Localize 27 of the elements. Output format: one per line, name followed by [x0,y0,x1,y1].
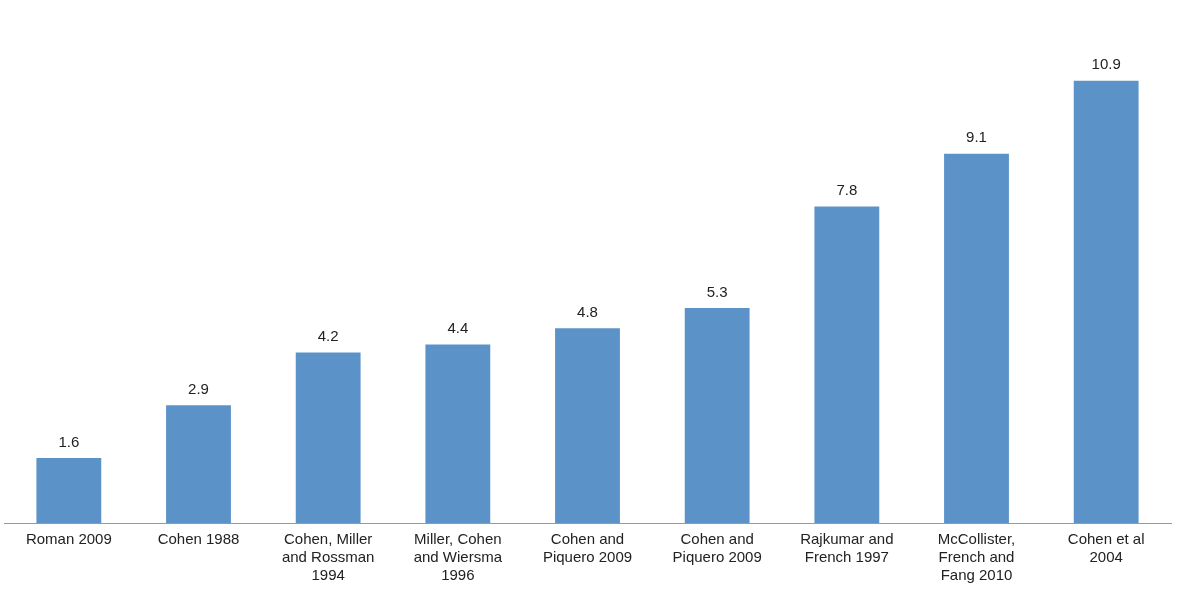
bar [1073,80,1139,523]
x-tick-label: Cohen and Piquero 2009 [672,530,762,566]
data-label: 4.8 [577,302,598,320]
data-label: 9.1 [966,128,987,146]
x-tick-label: Cohen 1988 [157,530,240,548]
x-tick-label: Rajkumar and French 1997 [800,530,894,566]
x-tick-label: Roman 2009 [25,530,112,548]
data-label: 2.9 [188,379,209,397]
data-label: 7.8 [836,181,858,199]
bar [36,458,102,523]
bar [814,206,880,523]
x-tick-label: Cohen et al 2004 [1067,530,1145,566]
data-label: 10.9 [1091,55,1121,73]
bar [425,344,491,523]
bar [166,405,231,523]
bar [684,307,750,523]
data-label: 1.6 [58,432,80,450]
bar [295,352,361,523]
x-tick-label: Cohen, Miller and Rossman 1994 [281,530,375,584]
data-label: 5.3 [706,282,728,300]
x-tick-label: Cohen and Piquero 2009 [542,530,633,566]
data-label: 4.4 [447,319,469,337]
bar [555,328,620,523]
x-tick-label: McCollister, French and Fang 2010 [937,530,1016,584]
x-tick-label: Miller, Cohen and Wiersma 1996 [413,530,503,584]
bar [944,153,1009,523]
data-label: 4.2 [317,327,339,345]
